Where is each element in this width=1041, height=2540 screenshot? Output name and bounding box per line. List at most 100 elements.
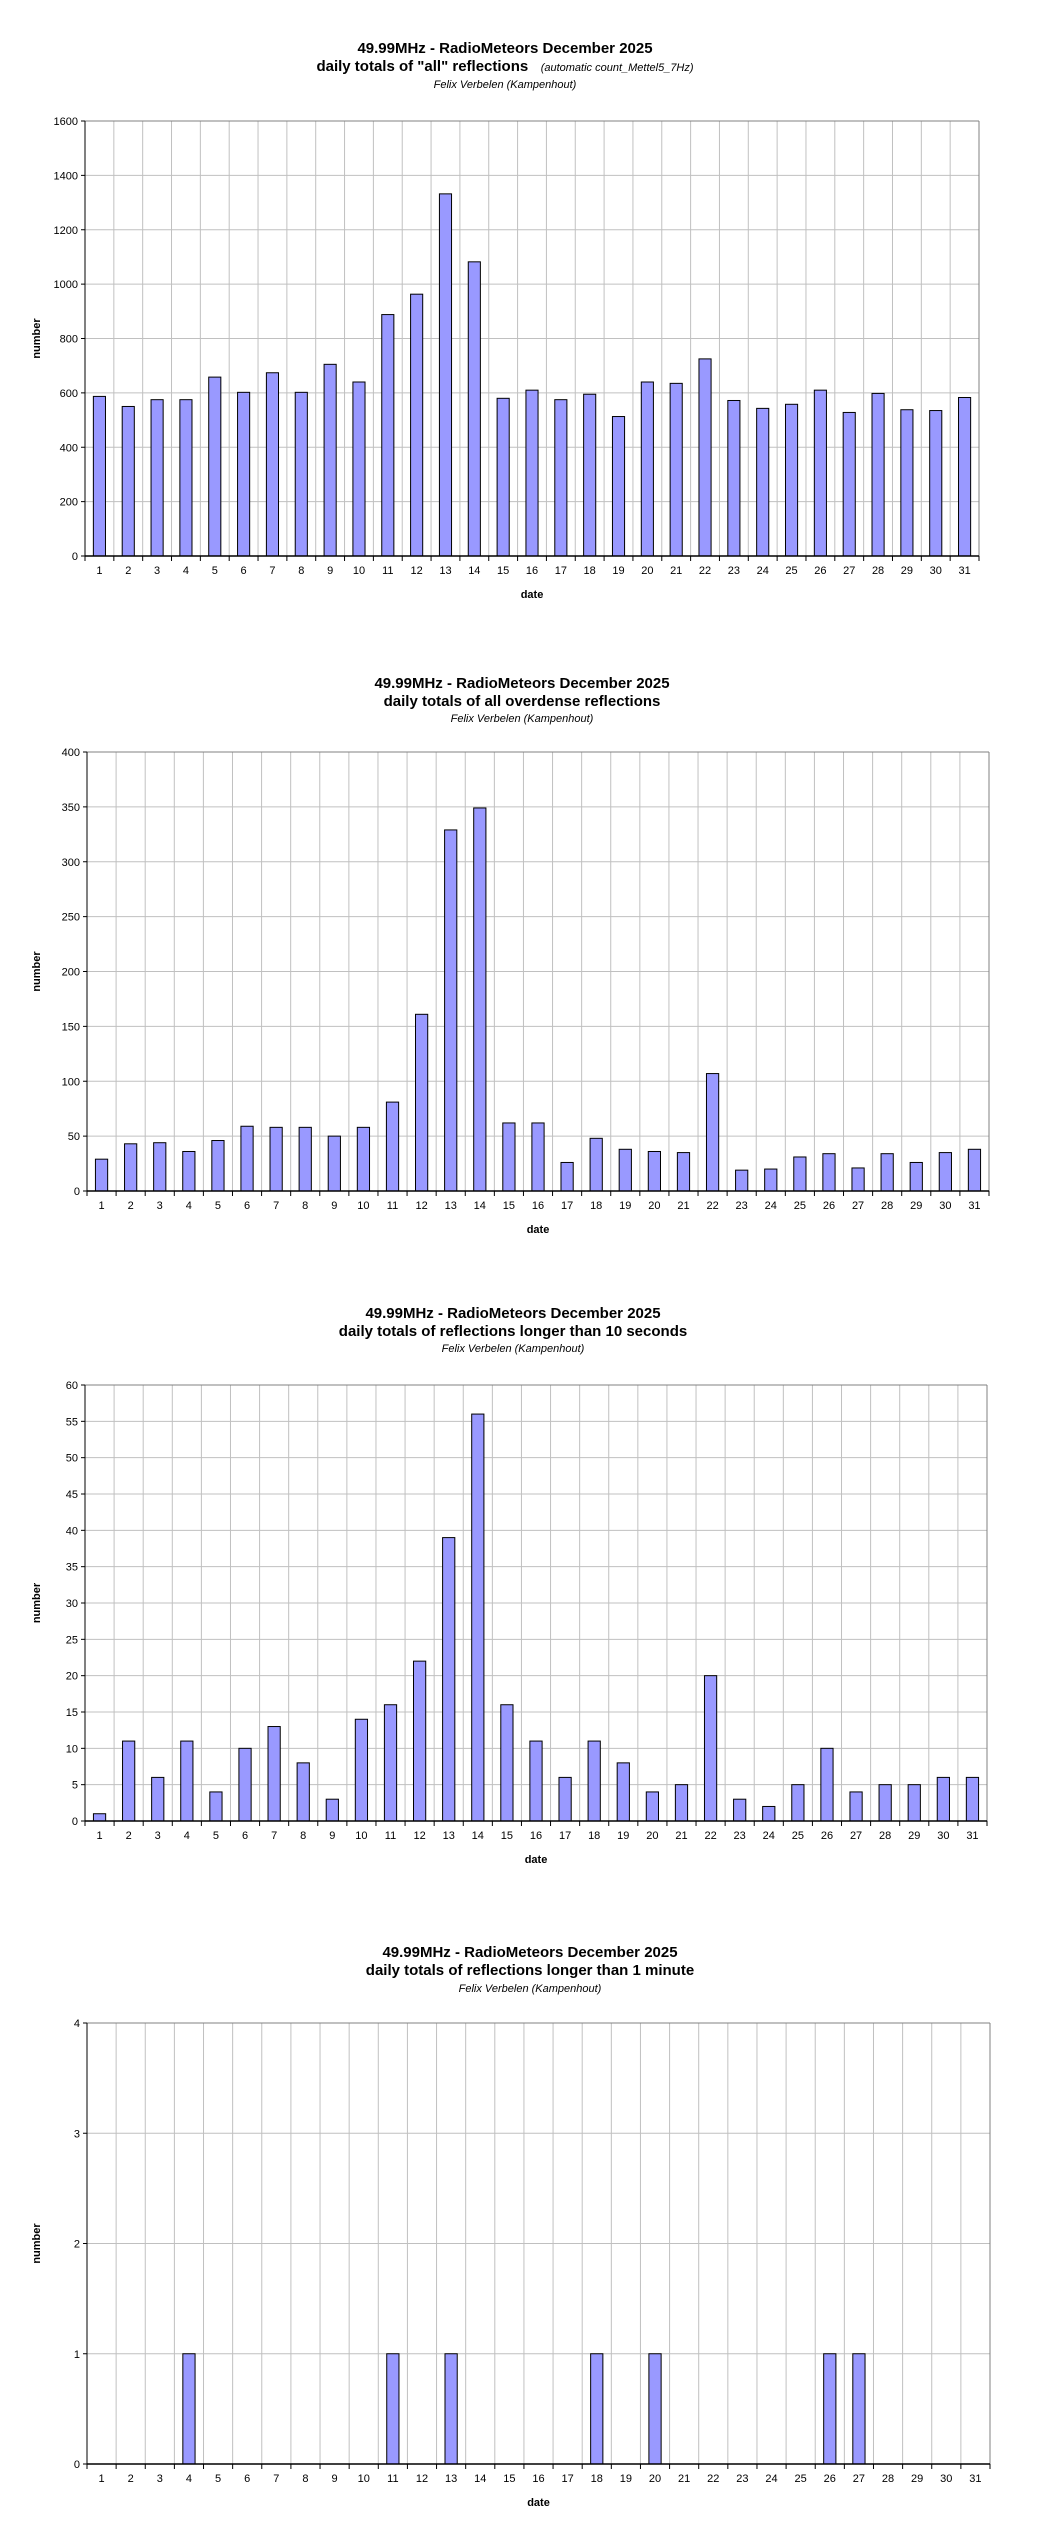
x-tick-label: 20 — [649, 2473, 661, 2485]
bar-day-3 — [151, 1776, 165, 1822]
x-tick-label: 20 — [646, 1830, 658, 1842]
x-tick-label: 13 — [445, 2473, 457, 2485]
y-tick-label: 150 — [62, 1021, 80, 1033]
y-tick-label: 400 — [62, 747, 80, 759]
x-tick-label: 25 — [795, 2473, 807, 2485]
bar-day-14 — [473, 807, 487, 1192]
x-tick-label: 12 — [411, 565, 423, 577]
x-tick-label: 31 — [966, 1830, 978, 1842]
x-tick-label: 29 — [910, 1200, 922, 1212]
x-tick-label: 21 — [677, 1200, 689, 1212]
bar-day-1 — [92, 395, 106, 557]
x-tick-label: 24 — [757, 565, 769, 577]
x-tick-label: 18 — [584, 565, 596, 577]
y-tick-label: 0 — [74, 1186, 80, 1198]
x-tick-label: 9 — [327, 565, 333, 577]
y-tick-label: 100 — [62, 1076, 80, 1088]
y-tick-label: 400 — [60, 442, 78, 454]
bar-day-30 — [936, 1776, 950, 1822]
bar-day-10 — [354, 1718, 369, 1822]
y-tick-label: 50 — [66, 1453, 78, 1465]
x-tick-label: 26 — [821, 1830, 833, 1842]
x-tick-label: 6 — [244, 2473, 250, 2485]
y-tick-label: 40 — [66, 1525, 78, 1537]
x-tick-label: 17 — [555, 565, 567, 577]
y-tick-label: 2 — [74, 2239, 80, 2251]
bar-day-13 — [438, 193, 453, 557]
bar-day-7 — [267, 1726, 281, 1822]
chart-subtitle-note: (automatic count_Mettel5_7Hz) — [541, 62, 694, 74]
bar-day-27 — [842, 411, 856, 557]
x-tick-label: 10 — [358, 2473, 370, 2485]
x-tick-label: 3 — [154, 565, 160, 577]
x-tick-label: 21 — [670, 565, 682, 577]
bar-day-10 — [352, 381, 366, 557]
x-tick-label: 6 — [241, 565, 247, 577]
x-tick-label: 20 — [641, 565, 653, 577]
chart-title: 49.99MHz - RadioMeteors December 2025 — [382, 1944, 677, 1961]
x-tick-label: 14 — [468, 565, 480, 577]
bar-day-16 — [529, 1740, 543, 1822]
bar-day-26 — [820, 1747, 834, 1822]
x-tick-label: 9 — [332, 2473, 338, 2485]
x-tick-label: 19 — [620, 2473, 632, 2485]
x-tick-label: 25 — [792, 1830, 804, 1842]
bar-day-14 — [471, 1413, 485, 1822]
bar-day-8 — [296, 1762, 310, 1822]
y-tick-label: 45 — [66, 1489, 78, 1501]
bar-day-18 — [587, 1740, 601, 1822]
bar-day-15 — [500, 1704, 514, 1822]
x-tick-label: 31 — [968, 1200, 980, 1212]
bar-day-21 — [674, 1784, 689, 1822]
y-tick-label: 800 — [60, 334, 78, 346]
bar-day-29 — [900, 409, 914, 557]
chart-subtitle: daily totals of all overdense reflection… — [384, 693, 661, 710]
bar-day-30 — [938, 1152, 952, 1192]
bar-day-5 — [208, 376, 222, 557]
x-tick-label: 1 — [99, 2473, 105, 2485]
x-tick-label: 13 — [443, 1830, 455, 1842]
x-tick-label: 15 — [503, 1200, 515, 1212]
bar-day-24 — [762, 1805, 776, 1822]
y-tick-label: 55 — [66, 1416, 78, 1428]
x-tick-label: 12 — [413, 1830, 425, 1842]
x-tick-label: 8 — [300, 1830, 306, 1842]
bar-day-5 — [211, 1140, 225, 1192]
bar-day-10 — [356, 1126, 371, 1192]
x-tick-label: 27 — [853, 2473, 865, 2485]
bar-day-8 — [294, 391, 308, 557]
x-tick-label: 22 — [699, 565, 711, 577]
x-tick-label: 27 — [843, 565, 855, 577]
y-tick-label: 1600 — [54, 116, 78, 128]
x-tick-label: 8 — [302, 2473, 308, 2485]
chart-subtitle: daily totals of "all" reflections (autom… — [316, 58, 693, 75]
bar-day-22 — [703, 1675, 718, 1822]
x-tick-label: 3 — [157, 1200, 163, 1212]
bar-day-3 — [150, 399, 164, 557]
x-tick-label: 4 — [186, 1200, 192, 1212]
y-tick-label: 250 — [62, 912, 80, 924]
x-tick-label: 7 — [273, 1200, 279, 1212]
chart-author: Felix Verbelen (Kampenhout) — [434, 79, 577, 91]
x-tick-label: 17 — [562, 2473, 574, 2485]
bar-day-21 — [676, 1152, 691, 1192]
bar-day-6 — [240, 1125, 254, 1192]
y-tick-label: 50 — [68, 1131, 80, 1143]
y-tick-label: 25 — [66, 1634, 78, 1646]
x-tick-label: 1 — [98, 1200, 104, 1212]
bar-day-19 — [618, 1148, 632, 1192]
bar-day-9 — [325, 1798, 339, 1822]
x-tick-label: 29 — [901, 565, 913, 577]
x-tick-label: 22 — [707, 2473, 719, 2485]
x-tick-label: 28 — [882, 2473, 894, 2485]
bar-day-20 — [648, 2353, 662, 2465]
x-tick-label: 28 — [881, 1200, 893, 1212]
bar-day-2 — [122, 1740, 136, 1822]
x-tick-label: 8 — [302, 1200, 308, 1212]
x-tick-label: 16 — [530, 1830, 542, 1842]
x-tick-label: 19 — [612, 565, 624, 577]
bar-day-6 — [237, 391, 251, 557]
